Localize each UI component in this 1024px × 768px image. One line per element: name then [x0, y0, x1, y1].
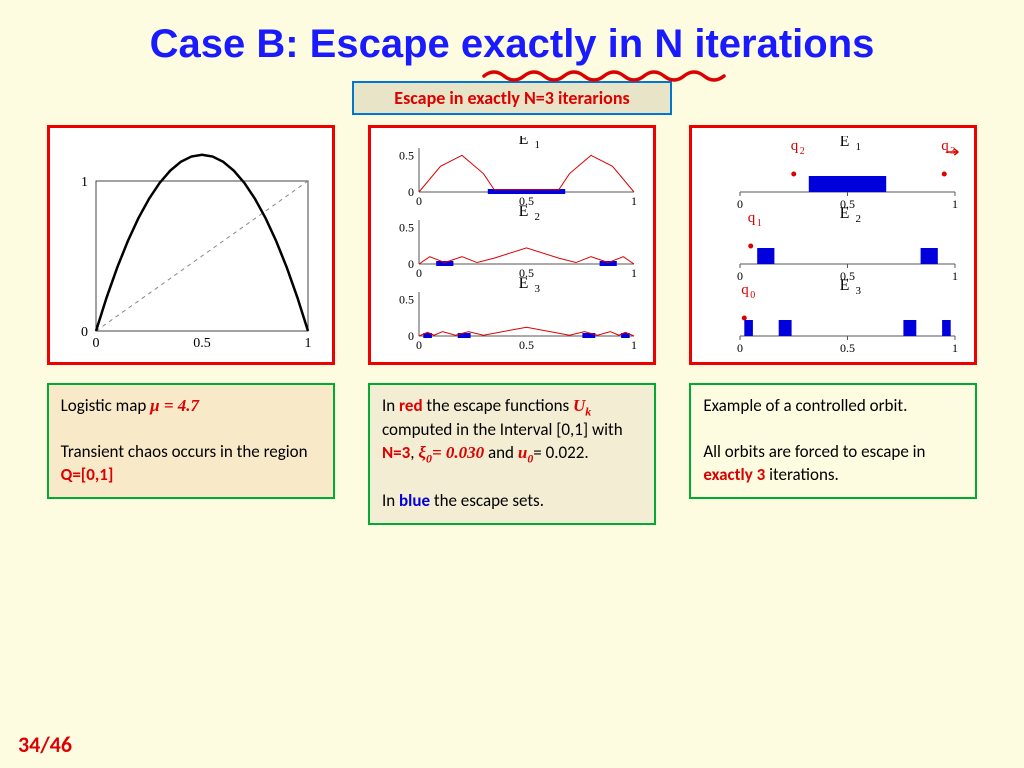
subtitle-box: Escape in exactly N=3 iterarions	[352, 81, 672, 115]
svg-text:1: 1	[757, 218, 762, 229]
caption-orbit: Example of a controlled orbit. All orbit…	[689, 383, 977, 499]
panel-escape-functions: 00.500.51E100.500.51E200.500.51E3	[368, 125, 656, 365]
charts-row: 00.5101 00.500.51E100.500.51E200.500.51E…	[0, 125, 1024, 365]
svg-text:2: 2	[534, 211, 540, 223]
panel-logistic-map: 0 0.5 1 0 1	[47, 125, 335, 365]
svg-text:0: 0	[737, 341, 743, 355]
svg-text:0: 0	[408, 257, 414, 271]
svg-text:0: 0	[416, 338, 422, 352]
svg-text:0.5: 0.5	[399, 292, 414, 306]
svg-text:1: 1	[304, 336, 311, 351]
svg-text:E: E	[519, 136, 529, 148]
svg-text:1: 1	[952, 341, 958, 355]
svg-text:0: 0	[751, 290, 756, 301]
svg-text:0.5: 0.5	[193, 336, 211, 351]
svg-text:E: E	[840, 136, 850, 150]
svg-text:q: q	[742, 282, 750, 298]
svg-text:2: 2	[800, 146, 805, 157]
svg-text:E: E	[840, 205, 850, 222]
svg-text:0.5: 0.5	[840, 341, 855, 355]
page-title: Case B: Escape exactly in N iterations	[0, 0, 1024, 67]
caption-logistic: Logistic map μ = 4.7 Transient chaos occ…	[47, 383, 335, 499]
svg-text:E: E	[519, 203, 529, 220]
svg-text:1: 1	[631, 266, 637, 280]
svg-text:3: 3	[856, 285, 862, 297]
svg-text:0: 0	[737, 269, 743, 283]
svg-text:1: 1	[631, 338, 637, 352]
svg-text:0: 0	[416, 266, 422, 280]
svg-text:0.5: 0.5	[519, 338, 534, 352]
caption-escape-fn: In red the escape functions Uk computed …	[368, 383, 656, 525]
page-number: 34/46	[18, 731, 72, 758]
panel-controlled-orbit: 00.51q2q3E100.51q1E200.51q0E3	[689, 125, 977, 365]
svg-text:0: 0	[737, 197, 743, 211]
svg-text:0: 0	[92, 336, 99, 351]
svg-text:1: 1	[856, 141, 862, 153]
svg-text:1: 1	[952, 197, 958, 211]
svg-text:1: 1	[631, 194, 637, 208]
svg-text:E: E	[840, 277, 850, 294]
svg-text:0.5: 0.5	[399, 220, 414, 234]
svg-text:0: 0	[408, 185, 414, 199]
svg-text:0: 0	[408, 329, 414, 343]
svg-text:E: E	[519, 275, 529, 292]
svg-text:q: q	[791, 138, 799, 154]
svg-text:1: 1	[952, 269, 958, 283]
svg-text:0.5: 0.5	[399, 148, 414, 162]
svg-text:1: 1	[81, 175, 88, 190]
svg-text:q: q	[748, 210, 756, 226]
svg-text:1: 1	[534, 139, 540, 151]
svg-text:3: 3	[534, 283, 540, 295]
svg-text:0: 0	[81, 325, 88, 340]
svg-text:0: 0	[416, 194, 422, 208]
svg-text:2: 2	[856, 213, 862, 225]
underline-squiggle	[482, 68, 742, 84]
captions-row: Logistic map μ = 4.7 Transient chaos occ…	[0, 383, 1024, 525]
